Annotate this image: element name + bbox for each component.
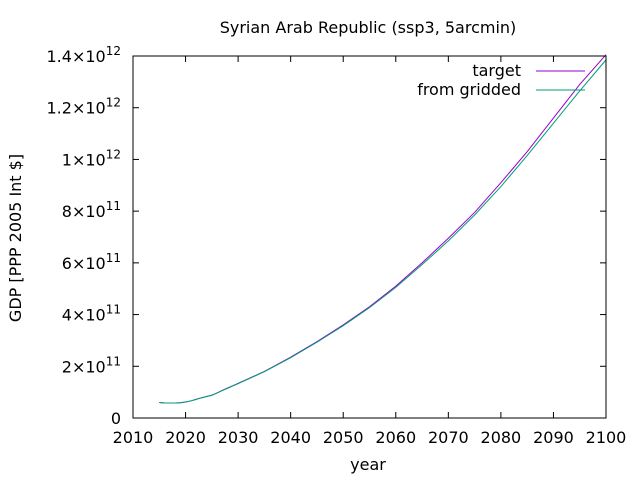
- x-tick-label: 2050: [323, 428, 364, 447]
- y-tick-mantissa: 1.4×10: [47, 47, 106, 66]
- y-tick-label: 1×1012: [62, 147, 121, 169]
- y-tick-exponent: 11: [106, 354, 121, 368]
- y-tick-exponent: 12: [106, 96, 121, 110]
- y-tick-label: 0: [111, 409, 121, 428]
- y-tick-mantissa: 1×10: [62, 150, 106, 169]
- y-tick-label: 1.4×1012: [47, 44, 122, 66]
- x-tick-label: 2060: [375, 428, 416, 447]
- y-tick-exponent: 11: [106, 199, 121, 213]
- legend-label-1: from gridded: [417, 80, 521, 99]
- y-tick-exponent: 12: [106, 147, 121, 161]
- y-tick-label: 4×1011: [62, 303, 121, 325]
- y-tick-mantissa: 0: [111, 409, 121, 428]
- y-tick-label: 1.2×1012: [47, 96, 122, 118]
- x-tick-label: 2020: [165, 428, 206, 447]
- y-tick-mantissa: 8×10: [62, 202, 106, 221]
- x-tick-label: 2010: [113, 428, 154, 447]
- y-tick-label: 2×1011: [62, 354, 121, 376]
- axis-ticks: 2010 2020 2030 2040 2050 2060 2070 2080 2090 2100…: [47, 44, 627, 447]
- y-axis-label: GDP [PPP 2005 Int $]: [6, 154, 25, 322]
- x-tick-label: 2100: [586, 428, 627, 447]
- series-line-0: [159, 54, 607, 404]
- y-tick-mantissa: 6×10: [62, 254, 106, 273]
- y-tick-mantissa: 2×10: [62, 357, 106, 376]
- x-tick-label: 2070: [428, 428, 469, 447]
- chart-title: Syrian Arab Republic (ssp3, 5arcmin): [220, 18, 517, 37]
- y-tick-label: 6×1011: [62, 251, 121, 273]
- x-tick-label: 2040: [270, 428, 311, 447]
- y-tick-label: 8×1011: [62, 199, 121, 221]
- x-axis-label: year: [350, 455, 386, 474]
- y-tick-exponent: 11: [106, 251, 121, 265]
- y-tick-exponent: 11: [106, 303, 121, 317]
- x-tick-label: 2080: [481, 428, 522, 447]
- x-tick-label: 2090: [533, 428, 574, 447]
- x-tick-label: 2030: [218, 428, 259, 447]
- legend-label-0: target: [472, 61, 521, 80]
- y-tick-exponent: 12: [106, 44, 121, 58]
- plot-area: [159, 54, 607, 404]
- plot-frame: [132, 55, 607, 419]
- series-line-1: [159, 59, 607, 404]
- y-tick-mantissa: 4×10: [62, 306, 106, 325]
- y-tick-mantissa: 1.2×10: [47, 99, 106, 118]
